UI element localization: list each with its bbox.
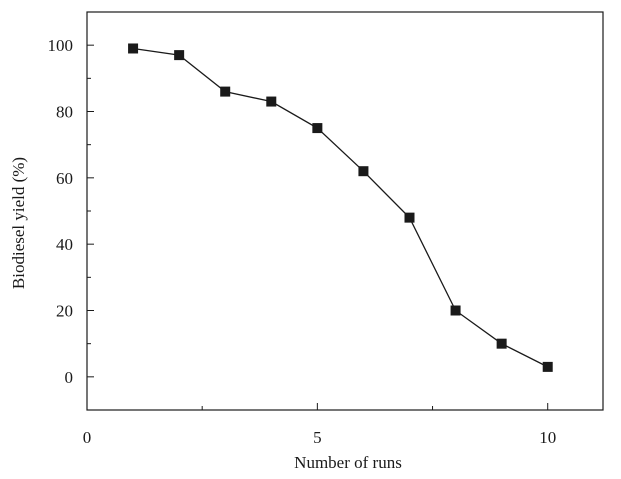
data-point	[128, 43, 139, 54]
data-point	[404, 212, 415, 223]
y-tick-label: 60	[56, 169, 73, 188]
y-tick-label: 40	[56, 235, 73, 254]
y-tick-label: 100	[48, 36, 74, 55]
y-tick-label: 0	[65, 368, 74, 387]
y-axis-ticks: 0 20 40 60 80 100	[48, 36, 94, 387]
y-axis-label: Biodiesel yield (%)	[9, 157, 28, 289]
data-point	[542, 361, 553, 372]
data-point	[496, 338, 507, 349]
plot-frame	[86, 11, 604, 411]
x-tick-label: 5	[313, 428, 322, 447]
x-axis-ticks: 0 5 10	[83, 403, 556, 447]
x-tick-label: 10	[539, 428, 556, 447]
series-line	[132, 47, 549, 368]
y-tick-label: 20	[56, 302, 73, 321]
series-group	[128, 43, 553, 372]
data-point	[312, 123, 323, 134]
data-point	[174, 50, 185, 61]
data-point	[450, 305, 461, 316]
axes	[86, 11, 604, 411]
x-tick-label: 0	[83, 428, 92, 447]
data-point	[220, 86, 231, 97]
x-axis-label: Number of runs	[294, 453, 402, 472]
y-tick-label: 80	[56, 103, 73, 122]
data-point	[266, 96, 277, 107]
data-point	[358, 166, 369, 177]
